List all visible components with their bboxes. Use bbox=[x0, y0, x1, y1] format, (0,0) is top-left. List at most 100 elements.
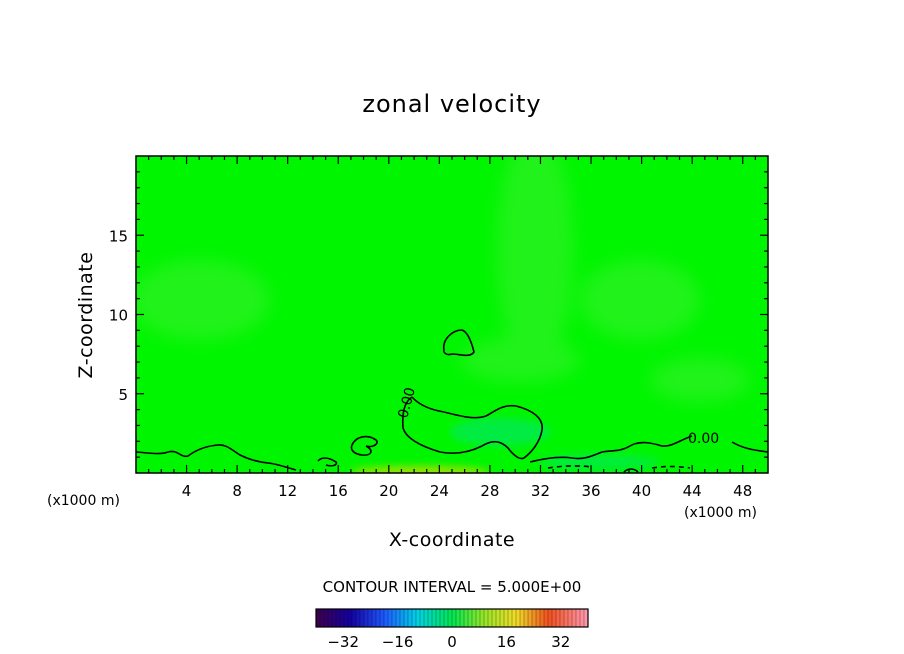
colorbar-swatch bbox=[424, 609, 429, 627]
contour-interval-label: CONTOUR INTERVAL = 5.000E+00 bbox=[323, 578, 582, 596]
field-shading bbox=[136, 156, 750, 402]
colorbar-swatch bbox=[348, 609, 353, 627]
colorbar-swatch bbox=[376, 609, 381, 627]
colorbar-swatch bbox=[368, 609, 373, 627]
colorbar-swatch bbox=[428, 609, 433, 627]
colorbar-swatch bbox=[564, 609, 569, 627]
x-tick-label: 48 bbox=[733, 482, 752, 500]
colorbar-swatch bbox=[336, 609, 341, 627]
colorbar-swatch bbox=[324, 609, 329, 627]
colorbar-swatch bbox=[452, 609, 457, 627]
colorbar-swatch bbox=[464, 609, 469, 627]
contour-line-zero bbox=[401, 396, 543, 460]
colorbar-swatch bbox=[568, 609, 573, 627]
colorbar-swatch bbox=[472, 609, 477, 627]
colorbar-swatch bbox=[576, 609, 581, 627]
colorbar-swatch bbox=[356, 609, 361, 627]
colorbar-swatch bbox=[412, 609, 417, 627]
shade-patch bbox=[460, 338, 580, 382]
colorbar-swatch bbox=[404, 609, 409, 627]
colorbar-swatch bbox=[556, 609, 561, 627]
colorbar-swatch bbox=[344, 609, 349, 627]
x-unit-label-right: (x1000 m) bbox=[684, 505, 757, 521]
colorbar-swatch bbox=[520, 609, 525, 627]
contour-line-zero bbox=[529, 435, 693, 463]
colorbar-swatch bbox=[332, 609, 337, 627]
contour-line-dashed bbox=[547, 465, 593, 469]
colorbar-swatch bbox=[392, 609, 397, 627]
contour-line-zero bbox=[623, 468, 639, 473]
colorbar-tick-label: −16 bbox=[382, 633, 414, 651]
colorbar-swatch bbox=[548, 609, 553, 627]
y-tick-label: 10 bbox=[109, 307, 128, 325]
colorbar-swatch bbox=[396, 609, 401, 627]
shade-patch bbox=[350, 466, 490, 473]
x-axis-title: X-coordinate bbox=[389, 529, 515, 551]
colorbar-swatch bbox=[488, 609, 493, 627]
x-tick-label: 44 bbox=[683, 482, 702, 500]
colorbar-swatch bbox=[328, 609, 333, 627]
colorbar bbox=[315, 608, 589, 628]
colorbar-swatch bbox=[320, 609, 325, 627]
contour-line-zero bbox=[731, 441, 768, 453]
colorbar-swatch bbox=[560, 609, 565, 627]
colorbar-swatch bbox=[364, 609, 369, 627]
contour-lines bbox=[136, 329, 768, 473]
colorbar-tick-label: 0 bbox=[447, 633, 457, 651]
colorbar-swatch bbox=[572, 609, 577, 627]
contour-line-zero bbox=[317, 457, 338, 467]
colorbar-swatch bbox=[372, 609, 377, 627]
colorbar-swatch bbox=[408, 609, 413, 627]
colorbar-swatch bbox=[388, 609, 393, 627]
contour-label: 0.00 bbox=[395, 386, 419, 420]
colorbar-tick-label: −32 bbox=[327, 633, 359, 651]
x-tick-label: 16 bbox=[329, 482, 348, 500]
colorbar-swatch bbox=[500, 609, 505, 627]
colorbar-frame bbox=[315, 608, 589, 628]
colorbar-swatch bbox=[508, 609, 513, 627]
shade-patch bbox=[580, 260, 700, 340]
colorbar-swatch bbox=[528, 609, 533, 627]
colorbar-swatch bbox=[380, 609, 385, 627]
colorbar-swatch bbox=[544, 609, 549, 627]
x-tick-label: 24 bbox=[430, 482, 449, 500]
contour-line-zero bbox=[442, 329, 475, 357]
colorbar-swatch bbox=[468, 609, 473, 627]
colorbar-swatch bbox=[400, 609, 405, 627]
contour-label: 0.00 bbox=[688, 431, 719, 447]
colorbar-swatch bbox=[444, 609, 449, 627]
colorbar-swatch bbox=[492, 609, 497, 627]
shade-patch bbox=[497, 156, 573, 370]
shade-patch bbox=[450, 418, 550, 446]
colorbar-swatch bbox=[540, 609, 545, 627]
colorbar-swatch bbox=[484, 609, 489, 627]
colorbar-swatch bbox=[524, 609, 529, 627]
x-tick-label: 4 bbox=[182, 482, 192, 500]
shade-patch bbox=[136, 260, 270, 340]
x-tick-label: 36 bbox=[581, 482, 600, 500]
colorbar-tick-label: 32 bbox=[551, 633, 570, 651]
y-tick-label: 15 bbox=[109, 227, 128, 245]
colorbar-swatch bbox=[440, 609, 445, 627]
colorbar-swatch bbox=[532, 609, 537, 627]
x-tick-label: 8 bbox=[232, 482, 242, 500]
colorbar-swatch bbox=[416, 609, 421, 627]
colorbar-swatch bbox=[460, 609, 465, 627]
plot-area: 0.00 0.00 bbox=[136, 156, 768, 473]
x-tick-label: 40 bbox=[632, 482, 651, 500]
colorbar-tick-label: 16 bbox=[497, 633, 516, 651]
colorbar-swatch bbox=[496, 609, 501, 627]
x-tick-label: 12 bbox=[278, 482, 297, 500]
colorbar-swatch bbox=[516, 609, 521, 627]
colorbar-swatch bbox=[340, 609, 345, 627]
colorbar-tick-labels: −32 −16 0 16 32 bbox=[327, 633, 570, 651]
contour-line-dashed bbox=[651, 465, 691, 469]
y-axis-title: Z-coordinate bbox=[75, 252, 97, 379]
x-tick-label: 28 bbox=[480, 482, 499, 500]
colorbar-swatch bbox=[316, 609, 321, 627]
colorbar-swatch bbox=[580, 609, 585, 627]
colorbar-swatch bbox=[360, 609, 365, 627]
shade-patch bbox=[650, 358, 750, 402]
colorbar-swatch bbox=[456, 609, 461, 627]
colorbar-swatch bbox=[432, 609, 437, 627]
